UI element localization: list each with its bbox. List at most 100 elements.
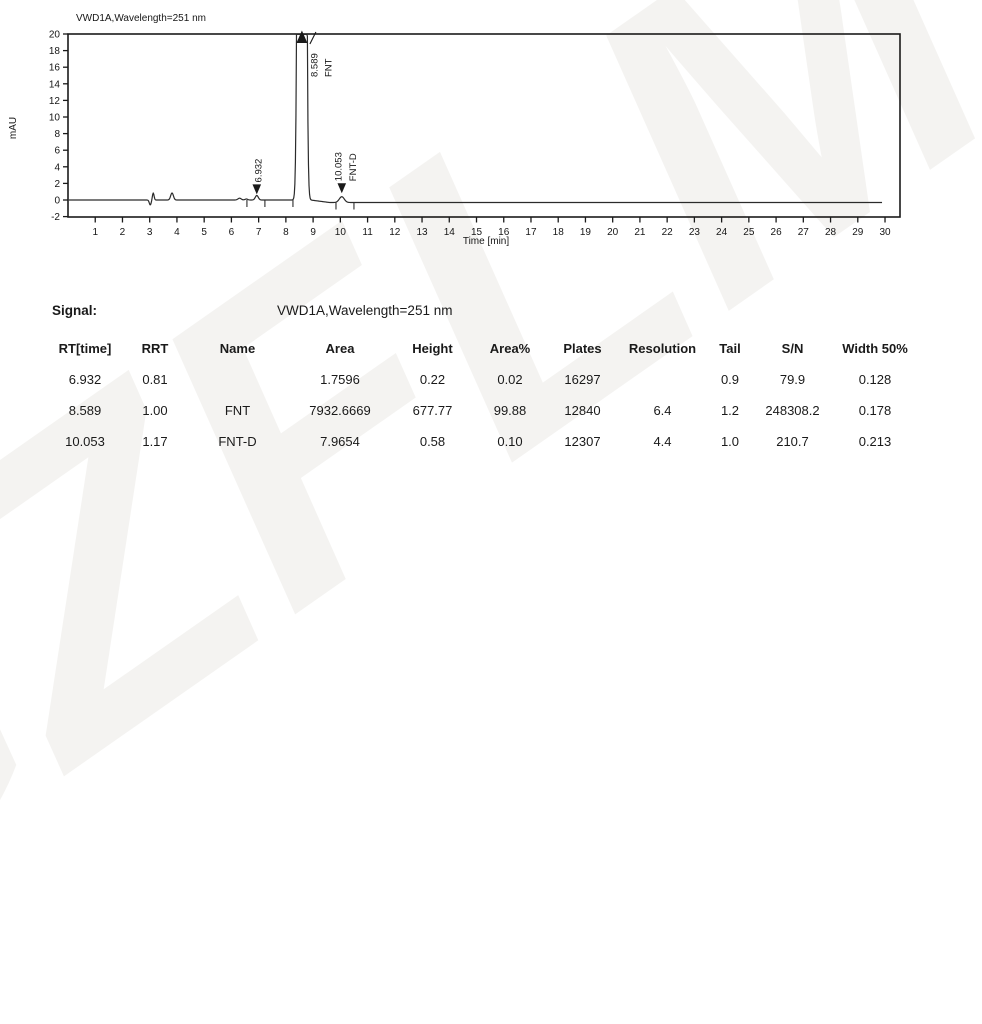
table-cell: 16297 (564, 372, 601, 387)
x-tick-label: 2 (120, 227, 126, 238)
table-cell: 0.213 (858, 434, 892, 449)
y-axis-label: mAU (8, 117, 19, 139)
table-cell: 0.128 (858, 372, 892, 387)
column-header: Height (412, 341, 453, 356)
table-cell: 12840 (564, 403, 601, 418)
x-tick-label: 28 (825, 227, 837, 238)
x-tick-label: 22 (662, 227, 674, 238)
y-tick-label: -2 (51, 212, 60, 223)
x-tick-label: 6 (229, 227, 235, 238)
table-cell: 1.2 (720, 403, 740, 418)
table-cell: 8.589 (68, 403, 102, 418)
x-tick-label: 27 (798, 227, 810, 238)
x-tick-label: 13 (416, 227, 428, 238)
x-tick-label: 4 (174, 227, 180, 238)
table-cell: 677.77 (412, 403, 453, 418)
y-tick-label: 20 (49, 30, 61, 41)
x-tick-label: 12 (389, 227, 401, 238)
table-cell: 4.4 (653, 434, 672, 449)
table-cell: 79.9 (779, 372, 806, 387)
peak-rt-label: 10.053 (333, 152, 344, 181)
table-cell: FNT (224, 403, 251, 418)
column-header: Resolution (628, 341, 697, 356)
x-tick-label: 8 (283, 227, 289, 238)
x-tick-label: 14 (444, 227, 456, 238)
x-tick-label: 21 (634, 227, 646, 238)
chart-title: VWD1A,Wavelength=251 nm (76, 13, 206, 24)
column-header: RRT (141, 341, 169, 356)
peak-rt-label: 6.932 (253, 159, 264, 183)
peak-name-label: FNT-D (348, 153, 359, 181)
signal-section-label: Signal: (52, 303, 98, 318)
table-cell: FNT-D (218, 434, 257, 449)
column-header: Area% (489, 341, 531, 356)
peak-marker-icon (252, 184, 262, 195)
y-tick-label: 6 (54, 146, 60, 157)
y-tick-label: 2 (54, 179, 60, 190)
table-cell: 0.58 (419, 434, 446, 449)
chromatogram-plot: VWD1A,Wavelength=251 nm mAU Time [min] -… (8, 13, 901, 247)
y-tick-label: 14 (49, 79, 61, 90)
table-cell: 210.7 (776, 434, 809, 449)
x-tick-label: 30 (879, 227, 891, 238)
table-cell: 7932.6669 (309, 403, 371, 418)
x-tick-label: 10 (335, 227, 347, 238)
table-cell: 0.10 (497, 434, 523, 449)
table-cell: 248308.2 (765, 403, 820, 418)
table-cell: 0.178 (858, 403, 892, 418)
signal-trace (68, 33, 883, 206)
y-tick-label: 18 (49, 46, 61, 57)
y-tick-label: 0 (54, 196, 60, 207)
x-tick-label: 17 (525, 227, 537, 238)
column-header: Tail (719, 341, 741, 356)
column-header: Area (325, 341, 355, 356)
table-cell: 0.81 (142, 372, 168, 387)
table-cell: 6.932 (68, 372, 102, 387)
x-tick-label: 5 (201, 227, 207, 238)
table-cell: 1.00 (142, 403, 168, 418)
column-header: Width 50% (842, 341, 908, 356)
peak-marker-icon (337, 183, 347, 194)
table-cell: 10.053 (65, 434, 105, 449)
plot-frame (67, 33, 901, 218)
x-tick-label: 1 (92, 227, 98, 238)
table-cell: 99.88 (493, 403, 527, 418)
peak-label-leader (309, 31, 317, 45)
x-tick-label: 23 (689, 227, 701, 238)
table-cell (185, 370, 290, 389)
x-tick-label: 20 (607, 227, 619, 238)
table-cell: 1.7596 (320, 372, 360, 387)
x-tick-label: 15 (471, 227, 483, 238)
table-cell: 0.22 (419, 372, 446, 387)
peak-name-label: FNT (323, 58, 334, 77)
peak-results-table: RT[time] RRT Name Area Height Area% Plates Reso… (45, 339, 920, 451)
column-header: RT[time] (58, 341, 112, 356)
x-tick-label: 26 (771, 227, 783, 238)
x-axis-label: Time [min] (463, 236, 510, 247)
column-header: Plates (563, 341, 602, 356)
table-cell: 6.4 (653, 403, 672, 418)
x-tick-label: 3 (147, 227, 153, 238)
x-tick-label: 18 (553, 227, 565, 238)
x-tick-label: 24 (716, 227, 728, 238)
x-tick-label: 19 (580, 227, 592, 238)
y-tick-label: 8 (54, 129, 60, 140)
table-cell: 12307 (564, 434, 601, 449)
table-cell: 1.17 (142, 434, 168, 449)
table-cell: 0.02 (497, 372, 523, 387)
column-header: Name (219, 341, 256, 356)
peak-rt-label: 8.589 (309, 53, 320, 77)
signal-name: VWD1A,Wavelength=251 nm (277, 303, 453, 318)
table-cell: 7.9654 (320, 434, 360, 449)
y-tick-label: 4 (54, 162, 60, 173)
x-tick-label: 25 (743, 227, 755, 238)
y-tick-label: 16 (49, 63, 61, 74)
table-cell (620, 370, 705, 389)
peak-apex-marker-icon (296, 30, 308, 43)
y-tick-label: 12 (49, 96, 61, 107)
x-tick-label: 7 (256, 227, 262, 238)
table-cell: 1.0 (720, 434, 740, 449)
column-header: S/N (781, 341, 804, 356)
y-tick-label: 10 (49, 113, 61, 124)
